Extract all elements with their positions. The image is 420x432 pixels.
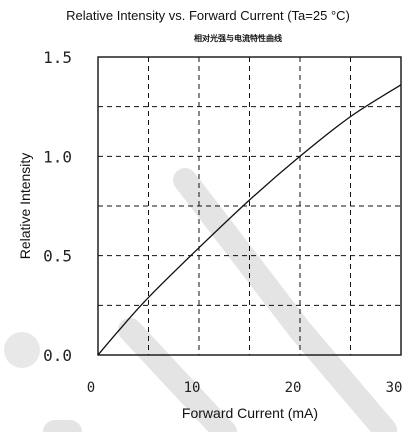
curve-layer (97, 84, 402, 356)
x-tick-label: 20 (285, 380, 302, 396)
y-tick-label: 1.0 (43, 147, 72, 166)
y-axis-ticks: 0.0 0.5 1.0 1.5 (43, 48, 72, 365)
x-axis-label: Forward Current (mA) (182, 405, 318, 421)
x-axis-ticks: 0 10 20 30 (87, 380, 403, 396)
y-axis-label: Relative Intensity (17, 153, 33, 260)
y-tick-label: 0.5 (43, 247, 72, 266)
y-tick-label: 1.5 (43, 48, 72, 67)
x-tick-label: 0 (87, 380, 95, 396)
x-tick-label: 30 (386, 380, 403, 396)
series-line-0 (97, 84, 402, 356)
x-tick-label: 10 (184, 380, 201, 396)
chart-subtitle: 相对光强与电流特性曲线 (194, 33, 282, 43)
chart-title: Relative Intensity vs. Forward Current (… (66, 8, 350, 23)
plot-frame (97, 56, 402, 356)
y-tick-label: 0.0 (43, 346, 72, 365)
grid (98, 57, 401, 355)
